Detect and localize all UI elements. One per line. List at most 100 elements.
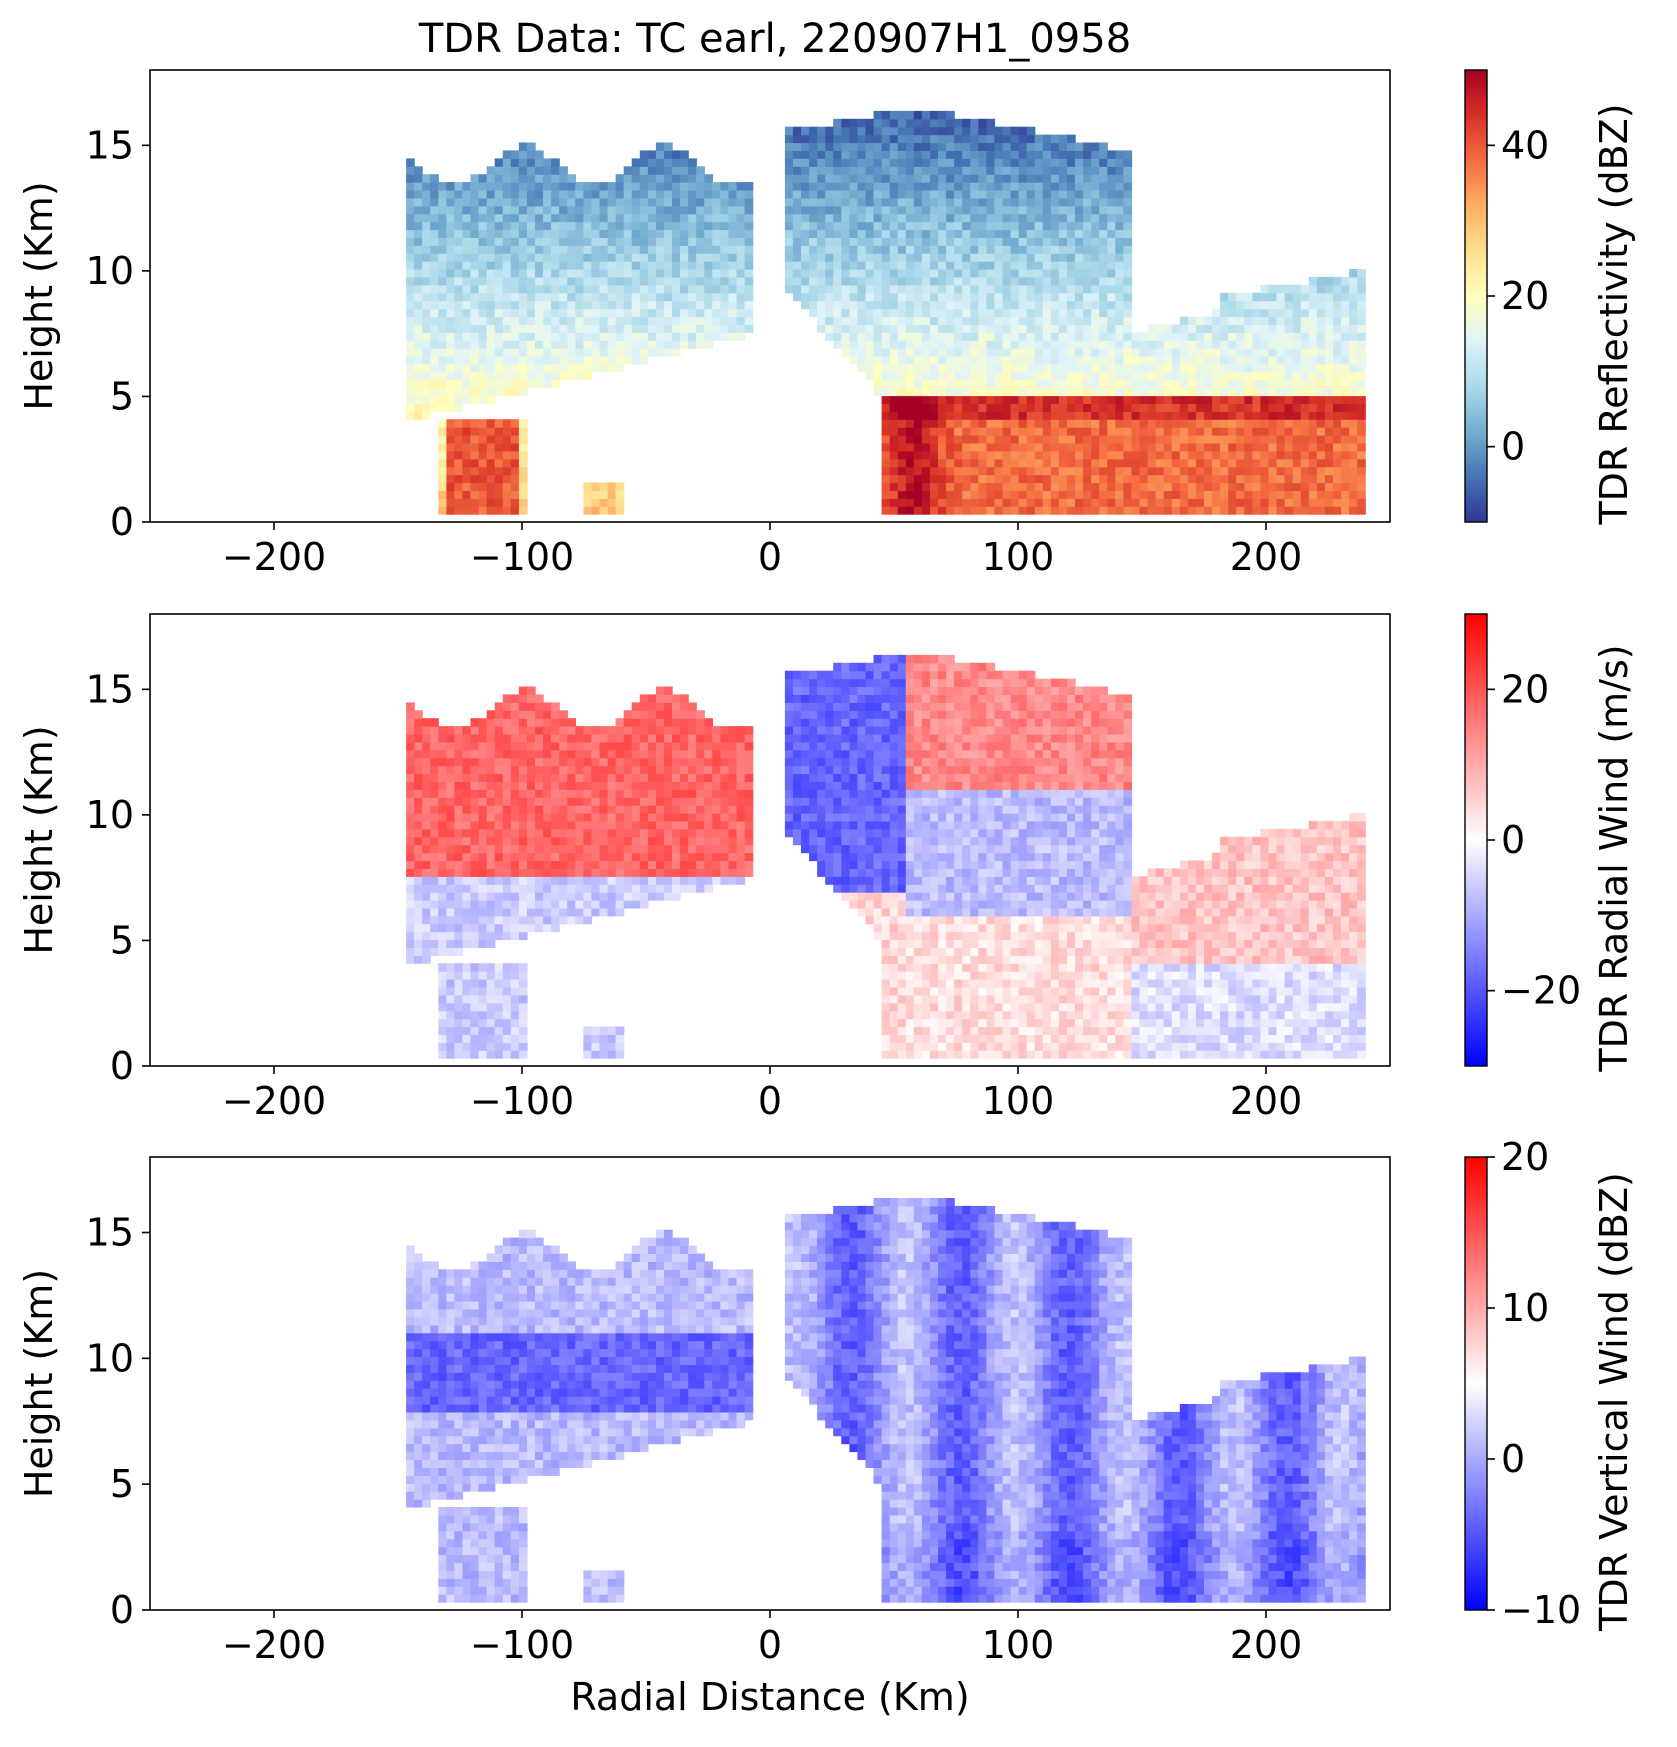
field-cell <box>1091 190 1100 199</box>
field-cell <box>1123 356 1133 365</box>
field-cell <box>599 482 609 491</box>
field-cell <box>865 292 875 302</box>
field-cell <box>1324 324 1334 333</box>
field-cell <box>543 820 552 830</box>
field-cell <box>938 245 947 254</box>
field-cell <box>1163 506 1173 515</box>
field-cell <box>631 860 641 869</box>
field-cell <box>1123 197 1133 207</box>
field-cell <box>422 868 431 877</box>
field-cell <box>478 379 488 389</box>
field-cell <box>1067 490 1076 499</box>
field-cell <box>647 253 657 262</box>
field-cell <box>446 884 456 893</box>
field-cell <box>567 900 576 909</box>
field-cell <box>478 876 488 885</box>
field-cell <box>825 134 834 144</box>
field-cell <box>1075 197 1084 207</box>
field-cell <box>1220 340 1229 349</box>
field-cell <box>430 749 439 759</box>
field-cell <box>1026 466 1036 476</box>
field-cell <box>970 458 979 468</box>
field-cell <box>518 332 528 341</box>
field-cell <box>543 363 552 373</box>
field-cell <box>938 118 947 128</box>
field-cell <box>1115 340 1124 349</box>
field-cell <box>494 805 504 814</box>
field-cell <box>615 292 625 302</box>
field-cell <box>1123 379 1133 389</box>
field-cell <box>647 820 657 830</box>
field-cell <box>623 300 633 310</box>
field-cell <box>623 253 633 262</box>
field-cell <box>913 276 923 286</box>
field-cell <box>1091 166 1100 175</box>
field-cell <box>1349 466 1358 476</box>
field-cell <box>704 237 713 246</box>
field-cell <box>494 781 504 790</box>
field-cell <box>1163 324 1173 333</box>
field-cell <box>470 718 480 727</box>
field-cell <box>486 765 496 775</box>
field-cell <box>921 292 931 302</box>
field-cell <box>946 442 955 452</box>
field-cell <box>1204 324 1213 333</box>
field-cell <box>1026 435 1036 444</box>
field-cell <box>938 261 947 270</box>
y-tick-label: 5 <box>110 374 134 418</box>
field-cell <box>1260 300 1270 310</box>
field-cell <box>1058 142 1068 151</box>
field-cell <box>591 253 601 262</box>
field-cell <box>486 324 496 333</box>
field-cell <box>784 237 794 246</box>
field-cell <box>881 142 891 151</box>
field-cell <box>1067 269 1076 278</box>
field-cell <box>438 190 447 199</box>
field-cell <box>712 276 721 286</box>
field-cell <box>1195 387 1205 397</box>
field-cell <box>1179 427 1189 436</box>
field-cell <box>1058 174 1068 183</box>
field-cell <box>962 458 971 468</box>
field-cell <box>1002 371 1012 381</box>
field-cell <box>430 245 439 254</box>
field-cell <box>478 490 488 499</box>
field-cell <box>446 308 456 318</box>
field-cell <box>551 923 560 933</box>
field-cell <box>736 316 746 325</box>
field-cell <box>527 797 536 806</box>
field-cell <box>1260 363 1270 373</box>
field-cell <box>454 844 464 854</box>
field-cell <box>454 1042 464 1051</box>
field-cell <box>438 805 447 814</box>
field-cell <box>1204 387 1213 397</box>
field-cell <box>502 506 512 515</box>
field-cell <box>599 884 609 893</box>
field-cell <box>430 915 439 925</box>
field-cell <box>502 876 512 885</box>
field-cell <box>551 852 560 862</box>
field-cell <box>865 340 875 349</box>
field-cell <box>792 182 802 191</box>
field-cell <box>518 245 528 254</box>
field-cell <box>575 797 584 806</box>
field-cell <box>946 276 955 286</box>
field-cell <box>446 403 456 412</box>
field-cell <box>889 379 899 389</box>
field-cell <box>881 284 891 294</box>
field-cell <box>1018 403 1028 412</box>
field-cell <box>486 197 496 207</box>
field-cell <box>1284 450 1294 460</box>
field-cell <box>406 253 415 262</box>
field-cell <box>1236 379 1245 389</box>
field-cell <box>978 435 987 444</box>
field-cell <box>599 190 609 199</box>
field-cell <box>1171 427 1181 436</box>
field-cell <box>1050 356 1060 365</box>
field-cell <box>1002 253 1012 262</box>
field-cell <box>518 971 528 980</box>
field-cell <box>591 324 601 333</box>
field-cell <box>406 900 415 909</box>
field-cell <box>1228 308 1237 318</box>
field-cell <box>1324 284 1334 294</box>
